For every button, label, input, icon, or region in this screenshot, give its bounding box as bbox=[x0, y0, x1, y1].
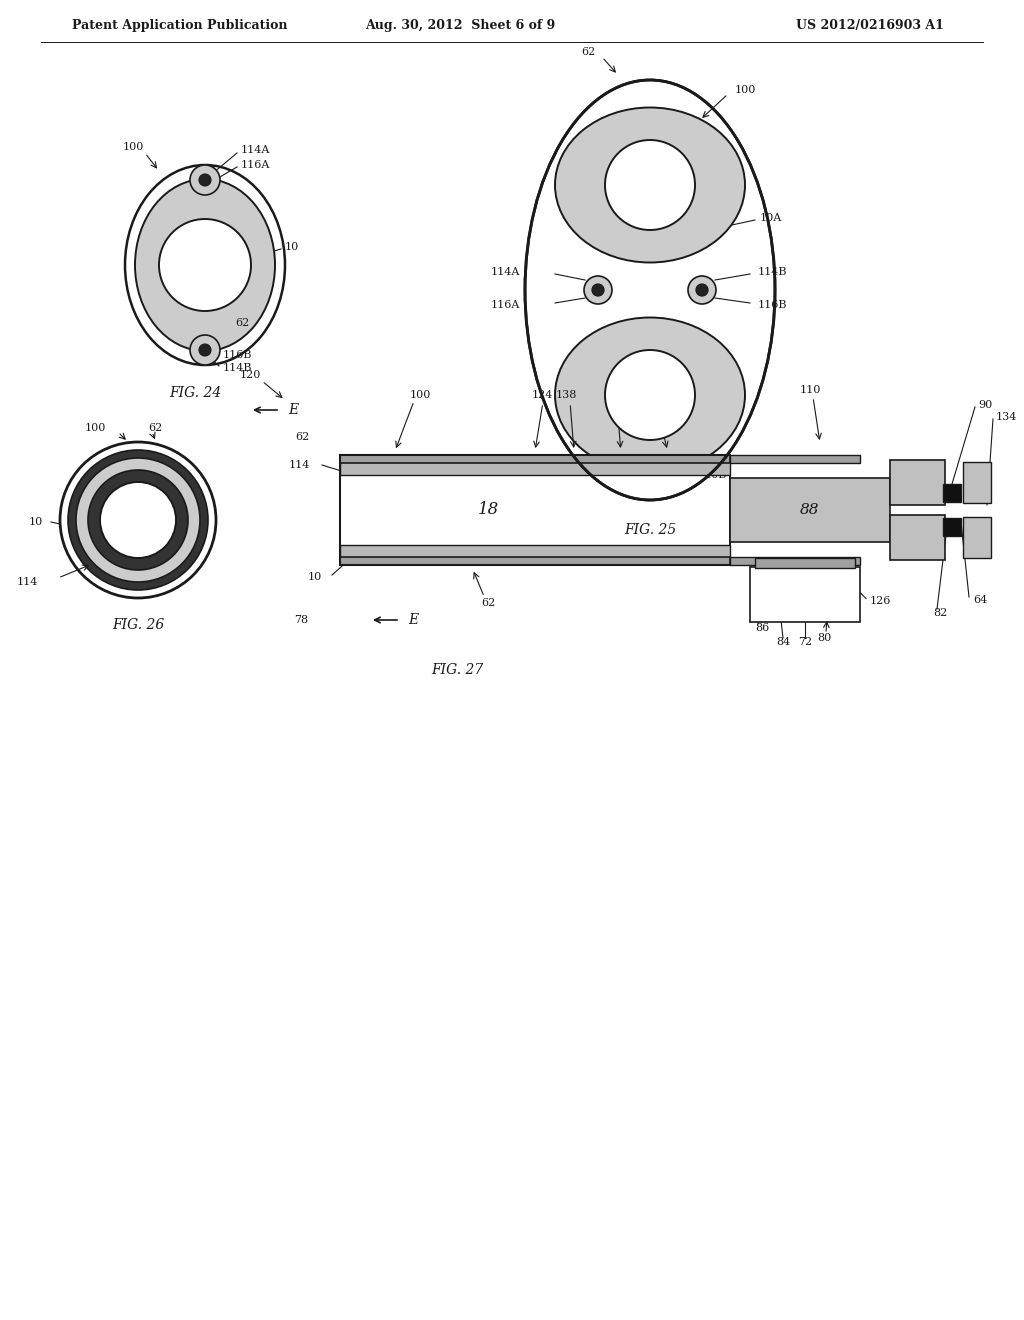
Text: 62: 62 bbox=[148, 422, 162, 433]
Text: 62: 62 bbox=[481, 598, 496, 609]
Text: 62: 62 bbox=[234, 318, 249, 327]
Circle shape bbox=[605, 140, 695, 230]
Text: 18: 18 bbox=[477, 502, 499, 519]
Bar bbox=[730, 478, 890, 543]
Bar bbox=[963, 462, 991, 503]
Circle shape bbox=[100, 482, 176, 558]
Text: 10: 10 bbox=[285, 242, 299, 252]
Text: 114B: 114B bbox=[758, 267, 787, 277]
Circle shape bbox=[190, 335, 220, 366]
Text: 116B: 116B bbox=[758, 300, 787, 310]
Text: 110: 110 bbox=[800, 385, 820, 395]
Text: 86: 86 bbox=[755, 623, 769, 634]
Text: 10: 10 bbox=[29, 517, 43, 527]
Bar bbox=[340, 455, 730, 463]
Text: 82: 82 bbox=[933, 609, 947, 618]
Text: 62: 62 bbox=[581, 48, 595, 57]
Circle shape bbox=[199, 345, 211, 356]
Text: 100: 100 bbox=[85, 422, 106, 433]
Bar bbox=[963, 517, 991, 558]
Text: 72: 72 bbox=[798, 638, 812, 647]
Text: 80: 80 bbox=[818, 634, 831, 643]
Bar bbox=[755, 558, 855, 568]
Text: 116A: 116A bbox=[490, 300, 520, 310]
Text: 100: 100 bbox=[122, 143, 143, 152]
Text: FIG. 27: FIG. 27 bbox=[431, 663, 483, 677]
Text: Aug. 30, 2012  Sheet 6 of 9: Aug. 30, 2012 Sheet 6 of 9 bbox=[365, 18, 555, 32]
Circle shape bbox=[76, 458, 200, 582]
Text: 78: 78 bbox=[294, 615, 308, 624]
Text: 134: 134 bbox=[996, 412, 1018, 422]
Text: 114: 114 bbox=[16, 577, 38, 587]
Bar bbox=[340, 461, 730, 475]
Circle shape bbox=[696, 284, 708, 296]
Text: 90: 90 bbox=[978, 400, 992, 411]
Text: FIG. 26: FIG. 26 bbox=[112, 618, 164, 632]
Text: 124: 124 bbox=[532, 389, 554, 400]
Circle shape bbox=[88, 470, 188, 570]
Bar bbox=[730, 557, 860, 565]
Text: 100: 100 bbox=[735, 84, 757, 95]
Text: 84: 84 bbox=[776, 638, 791, 647]
Text: 18: 18 bbox=[196, 256, 215, 271]
Bar bbox=[340, 557, 730, 565]
Text: 116B: 116B bbox=[223, 350, 253, 360]
Text: 114A: 114A bbox=[490, 267, 520, 277]
Text: Patent Application Publication: Patent Application Publication bbox=[72, 18, 288, 32]
Bar bbox=[730, 455, 860, 463]
Text: 10: 10 bbox=[308, 572, 322, 582]
Circle shape bbox=[190, 165, 220, 195]
Bar bbox=[340, 471, 730, 549]
Circle shape bbox=[159, 219, 251, 312]
Circle shape bbox=[592, 284, 604, 296]
Text: 10B: 10B bbox=[705, 470, 727, 480]
Ellipse shape bbox=[135, 180, 275, 351]
Text: E: E bbox=[408, 612, 418, 627]
Text: 114B: 114B bbox=[223, 363, 253, 374]
Text: E: E bbox=[288, 403, 298, 417]
Text: 18A: 18A bbox=[636, 178, 664, 191]
Text: 18: 18 bbox=[128, 513, 147, 527]
Text: 102: 102 bbox=[641, 389, 663, 400]
Text: US 2012/0216903 A1: US 2012/0216903 A1 bbox=[796, 18, 944, 32]
Bar bbox=[943, 517, 961, 536]
Bar bbox=[890, 515, 945, 560]
Text: 114: 114 bbox=[289, 459, 310, 470]
Text: 114A: 114A bbox=[241, 145, 270, 154]
Circle shape bbox=[605, 350, 695, 440]
Text: 64: 64 bbox=[973, 595, 987, 605]
Ellipse shape bbox=[555, 107, 745, 263]
Text: 100: 100 bbox=[410, 389, 431, 400]
Bar bbox=[340, 545, 730, 558]
Bar bbox=[750, 568, 860, 622]
Text: 62: 62 bbox=[296, 432, 310, 442]
Text: 18B: 18B bbox=[636, 388, 664, 403]
Bar bbox=[890, 459, 945, 506]
Text: 120: 120 bbox=[240, 370, 261, 380]
Circle shape bbox=[199, 174, 211, 186]
Bar bbox=[943, 484, 961, 502]
Text: 88: 88 bbox=[800, 503, 820, 517]
Text: 138: 138 bbox=[555, 389, 577, 400]
Circle shape bbox=[68, 450, 208, 590]
Text: FIG. 25: FIG. 25 bbox=[624, 523, 676, 537]
Ellipse shape bbox=[555, 318, 745, 473]
Text: 10A: 10A bbox=[760, 213, 782, 223]
Circle shape bbox=[688, 276, 716, 304]
Text: 126: 126 bbox=[870, 595, 891, 606]
Circle shape bbox=[584, 276, 612, 304]
Text: 106: 106 bbox=[602, 389, 624, 400]
Text: 116A: 116A bbox=[241, 160, 270, 170]
Text: FIG. 24: FIG. 24 bbox=[169, 385, 221, 400]
